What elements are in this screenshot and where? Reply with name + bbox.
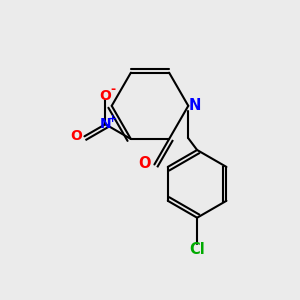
Text: N: N	[100, 117, 111, 131]
Text: O: O	[99, 89, 111, 103]
Text: Cl: Cl	[189, 242, 205, 257]
Text: O: O	[139, 155, 151, 170]
Text: +: +	[107, 114, 117, 124]
Text: -: -	[110, 83, 115, 96]
Text: O: O	[70, 129, 82, 143]
Text: N: N	[189, 98, 201, 113]
